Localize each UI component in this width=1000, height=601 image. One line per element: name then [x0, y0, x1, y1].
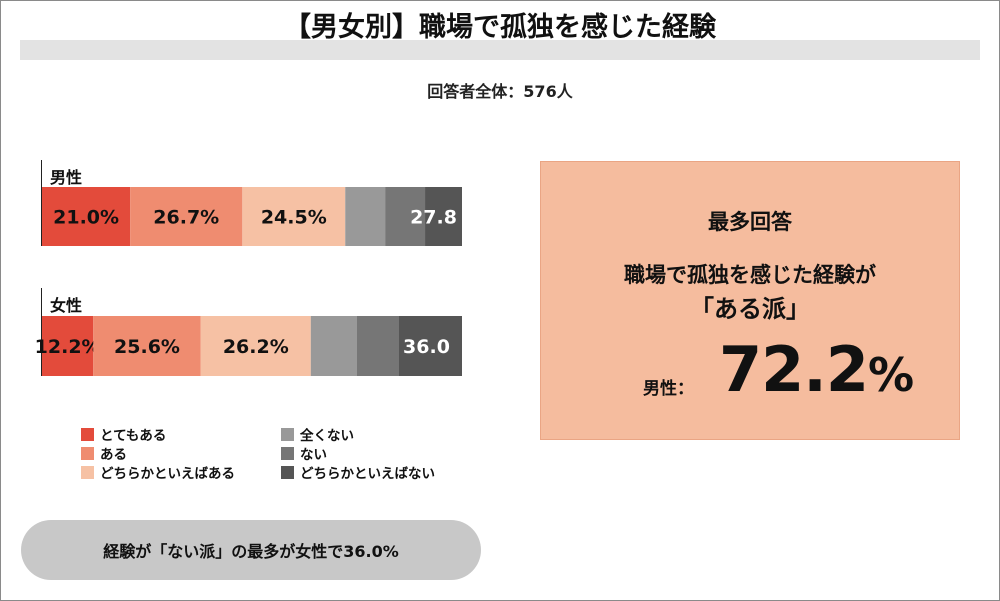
- legend-label: とてもある: [100, 428, 167, 444]
- highlight-value: 72.2%: [719, 333, 914, 406]
- legend-item: ない: [281, 443, 327, 463]
- chart-title: 【男女別】職場で孤独を感じた経験: [284, 12, 716, 43]
- axis-line-male: [41, 160, 42, 246]
- bar-segment: [345, 187, 386, 246]
- bar-segment: [93, 316, 201, 376]
- highlight-line2: 「ある派」: [690, 295, 810, 323]
- legend-swatch: [81, 465, 94, 479]
- bar-value-label: 24.5%: [261, 207, 327, 229]
- bar-segment: [399, 316, 462, 376]
- category-label-male: 男性: [50, 168, 83, 187]
- category-label-female: 女性: [50, 296, 83, 315]
- bar-value-label: 26.2%: [223, 336, 289, 358]
- bar-value-label: 12.2%: [35, 336, 101, 358]
- highlight-box: 最多回答 職場で孤独を感じた経験が 「ある派」 男性： 72.2%: [540, 161, 960, 440]
- highlight-line1: 職場で孤独を感じた経験が: [624, 263, 876, 287]
- highlight-unit: %: [867, 348, 914, 402]
- bar-segment: [130, 187, 243, 246]
- bar-group-total-label: 36.0: [403, 336, 450, 358]
- title-underline-bar: [20, 40, 980, 60]
- bar-segment: [200, 316, 311, 376]
- axis-line-female: [41, 288, 42, 376]
- highlight-number: 72.2: [719, 333, 869, 406]
- bar-segment: [42, 316, 94, 376]
- highlight-heading: 最多回答: [708, 210, 792, 234]
- bar-segment: [42, 187, 131, 246]
- legend-item: どちらかといえばない: [281, 462, 435, 482]
- legend-label: ある: [100, 447, 127, 463]
- bar-value-label: 26.7%: [153, 207, 219, 229]
- legend-item: ある: [81, 443, 127, 463]
- bar-segment: [242, 187, 346, 246]
- respondent-count: 回答者全体：576人: [427, 82, 573, 101]
- legend-swatch: [81, 446, 94, 460]
- legend-label: どちらかといえばある: [100, 466, 235, 482]
- legend-item: どちらかといえばある: [81, 462, 235, 482]
- legend-label: 全くない: [300, 428, 354, 444]
- highlight-prefix: 男性：: [643, 379, 694, 399]
- bar-segment: [310, 316, 357, 376]
- legend-swatch: [281, 427, 294, 441]
- legend-swatch: [281, 446, 294, 460]
- bar-group-total-label: 27.8: [410, 207, 457, 229]
- legend-label: どちらかといえばない: [300, 466, 435, 482]
- bar-segment: [357, 316, 399, 376]
- legend-item: 全くない: [281, 424, 354, 444]
- bar-segment: [425, 187, 462, 246]
- bar-segment: [385, 187, 426, 246]
- legend-item: とてもある: [81, 424, 166, 444]
- bar-value-label: 25.6%: [114, 336, 180, 358]
- legend-swatch: [281, 465, 294, 479]
- legend-swatch: [81, 427, 94, 441]
- legend-label: ない: [300, 447, 327, 463]
- bar-value-label: 21.0%: [53, 207, 119, 229]
- summary-note: 経験が「ない派」の最多が女性で36.0%: [21, 520, 481, 580]
